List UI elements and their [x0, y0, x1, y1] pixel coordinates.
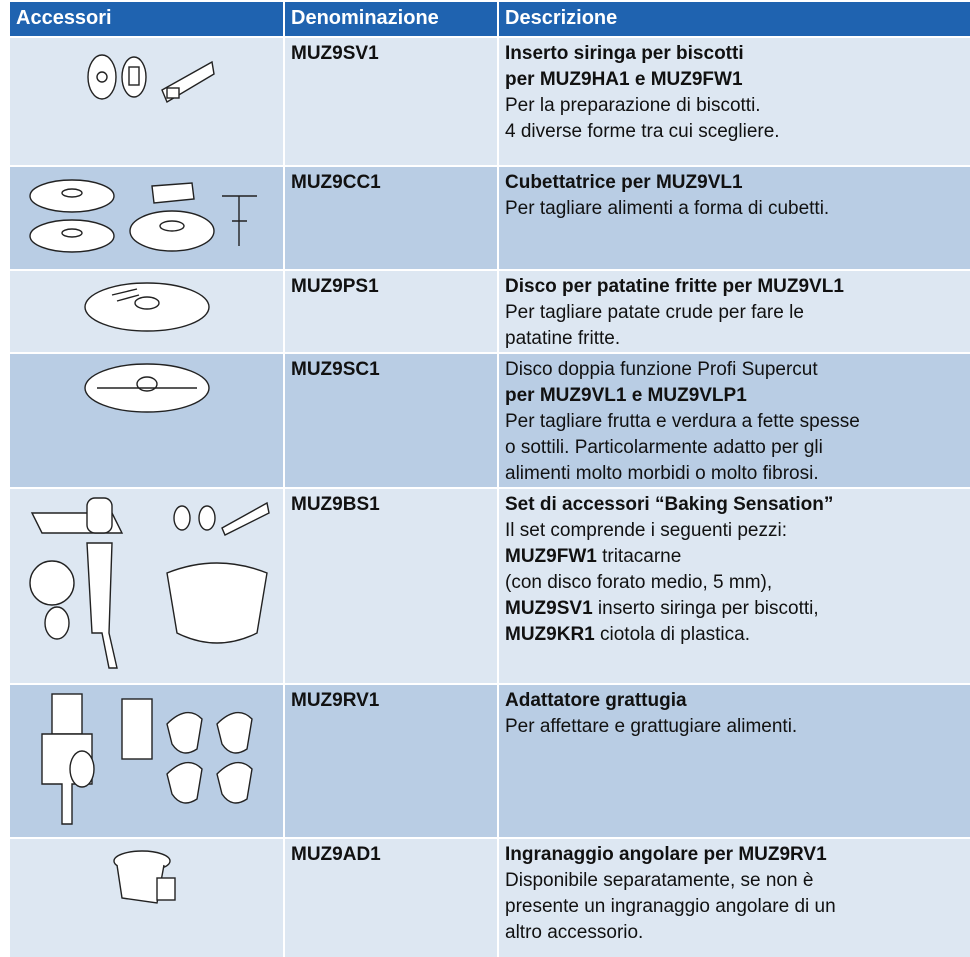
description-line: Per tagliare frutta e verdura a fette sp…	[505, 409, 964, 435]
description-text: MUZ9FW1	[505, 546, 597, 567]
description-text: Per la preparazione di biscotti.	[505, 95, 761, 116]
description-line: presente un ingranaggio angolare di un	[505, 894, 964, 920]
description-line: altro accessorio.	[505, 920, 964, 946]
description-cell: Adattatore grattugia Per affettare e grat…	[497, 683, 970, 839]
code-cell: MUZ9SC1	[283, 352, 499, 489]
description-text: presente un ingranaggio angolare di un	[505, 896, 836, 917]
description-line: MUZ9FW1 tritacarne	[505, 544, 964, 570]
image-cell	[8, 837, 285, 957]
description-line: Disponibile separatamente, se non è	[505, 868, 964, 894]
table-row: MUZ9SC1 Disco doppia funzione Profi Super…	[8, 352, 970, 489]
description-text: Inserto siringa per biscotti	[505, 43, 744, 64]
description-cell: Ingranaggio angolare per MUZ9RV1 Disponib…	[497, 837, 970, 957]
description-text: MUZ9KR1	[505, 624, 595, 645]
header-cell: Accessori	[8, 0, 285, 38]
accessory-illustration	[28, 179, 257, 253]
description-line: Per tagliare patate crude per fare le	[505, 300, 964, 326]
description-line: 4 diverse forme tra cui scegliere.	[505, 119, 964, 145]
description-line: Disco doppia funzione Profi Supercut	[505, 357, 964, 383]
accessory-illustration	[86, 54, 215, 104]
accessory-illustration	[28, 497, 270, 669]
header-cell: Denominazione	[283, 0, 499, 38]
description-cell: Disco per patatine fritte per MUZ9VL1 Per…	[497, 269, 970, 354]
description-text: Adattatore grattugia	[505, 690, 687, 711]
image-cell	[8, 487, 285, 685]
description-line: Il set comprende i seguenti pezzi:	[505, 518, 964, 544]
description-line: alimenti molto morbidi o molto fibrosi.	[505, 461, 964, 487]
description-line: MUZ9SV1 inserto siringa per biscotti,	[505, 596, 964, 622]
description-text: (con disco forato medio, 5 mm),	[505, 572, 773, 593]
description-line: Ingranaggio angolare per MUZ9RV1	[505, 842, 964, 868]
table-row: MUZ9BS1 Set di accessori “Baking Sensatio…	[8, 487, 970, 685]
table-row: MUZ9SV1 Inserto siringa per biscotti per M…	[8, 36, 970, 167]
description-text: per MUZ9HA1 e MUZ9FW1	[505, 69, 743, 90]
description-text: 4 diverse forme tra cui scegliere.	[505, 121, 780, 142]
description-line: Disco per patatine fritte per MUZ9VL1	[505, 274, 964, 300]
accessory-illustration	[40, 693, 253, 825]
code-cell: MUZ9PS1	[283, 269, 499, 354]
description-line: Per affettare e grattugiare alimenti.	[505, 714, 964, 740]
image-cell	[8, 165, 285, 271]
header-row: Accessori Denominazione Descrizione	[8, 0, 970, 38]
image-cell	[8, 36, 285, 167]
description-line: Per la preparazione di biscotti.	[505, 93, 964, 119]
description-cell: Disco doppia funzione Profi Supercut per …	[497, 352, 970, 489]
description-cell: Inserto siringa per biscotti per MUZ9HA1 …	[497, 36, 970, 167]
description-text: Cubettatrice per MUZ9VL1	[505, 172, 743, 193]
description-text: alimenti molto morbidi o molto fibrosi.	[505, 463, 819, 484]
description-text: tritacarne	[596, 546, 682, 567]
description-text: per MUZ9VL1 e MUZ9VLP1	[505, 385, 747, 406]
description-cell: Set di accessori “Baking Sensation” Il se…	[497, 487, 970, 685]
description-line: MUZ9KR1 ciotola di plastica.	[505, 622, 964, 648]
description-line: Per tagliare alimenti a forma di cubetti…	[505, 196, 964, 222]
description-text: MUZ9SV1	[505, 598, 593, 619]
accessory-illustration	[112, 850, 176, 904]
description-text: o sottili. Particolarmente adatto per gl…	[505, 437, 823, 458]
description-text: Per tagliare alimenti a forma di cubetti…	[505, 198, 830, 219]
description-text: Ingranaggio angolare per MUZ9RV1	[505, 844, 827, 865]
description-text: altro accessorio.	[505, 922, 644, 943]
accessories-table: Accessori Denominazione Descrizione MUZ9…	[8, 0, 970, 957]
description-line: o sottili. Particolarmente adatto per gl…	[505, 435, 964, 461]
header-cell: Descrizione	[497, 0, 970, 38]
description-text: Set di accessori “Baking Sensation”	[505, 494, 834, 515]
description-line: patatine fritte.	[505, 326, 964, 352]
code-cell: MUZ9SV1	[283, 36, 499, 167]
description-line: (con disco forato medio, 5 mm),	[505, 570, 964, 596]
description-text: Disco doppia funzione Profi Supercut	[505, 359, 818, 380]
description-line: per MUZ9HA1 e MUZ9FW1	[505, 67, 964, 93]
description-text: Per affettare e grattugiare alimenti.	[505, 716, 798, 737]
image-cell	[8, 683, 285, 839]
table-row: MUZ9PS1 Disco per patatine fritte per MUZ…	[8, 269, 970, 354]
description-text: Disco per patatine fritte per MUZ9VL1	[505, 276, 844, 297]
image-cell	[8, 352, 285, 489]
description-line: Inserto siringa per biscotti	[505, 41, 964, 67]
table-row: MUZ9CC1 Cubettatrice per MUZ9VL1 Per tagli…	[8, 165, 970, 271]
code-cell: MUZ9RV1	[283, 683, 499, 839]
description-cell: Cubettatrice per MUZ9VL1 Per tagliare ali…	[497, 165, 970, 271]
description-text: ciotola di plastica.	[594, 624, 750, 645]
table-row: MUZ9AD1 Ingranaggio angolare per MUZ9RV1 D…	[8, 837, 970, 957]
description-line: Set di accessori “Baking Sensation”	[505, 492, 964, 518]
description-text: patatine fritte.	[505, 328, 621, 349]
description-text: inserto siringa per biscotti,	[592, 598, 819, 619]
code-cell: MUZ9CC1	[283, 165, 499, 271]
accessory-illustration	[83, 363, 210, 413]
table-row: MUZ9RV1 Adattatore grattugia Per affettare…	[8, 683, 970, 839]
description-line: Cubettatrice per MUZ9VL1	[505, 170, 964, 196]
code-cell: MUZ9AD1	[283, 837, 499, 957]
description-text: Il set comprende i seguenti pezzi:	[505, 520, 787, 541]
code-cell: MUZ9BS1	[283, 487, 499, 685]
description-line: per MUZ9VL1 e MUZ9VLP1	[505, 383, 964, 409]
description-text: Per tagliare patate crude per fare le	[505, 302, 804, 323]
description-line: Adattatore grattugia	[505, 688, 964, 714]
table-body: MUZ9SV1 Inserto siringa per biscotti per M…	[8, 36, 970, 957]
description-text: Per tagliare frutta e verdura a fette sp…	[505, 411, 860, 432]
description-text: Disponibile separatamente, se non è	[505, 870, 814, 891]
image-cell	[8, 269, 285, 354]
accessory-illustration	[83, 282, 210, 332]
